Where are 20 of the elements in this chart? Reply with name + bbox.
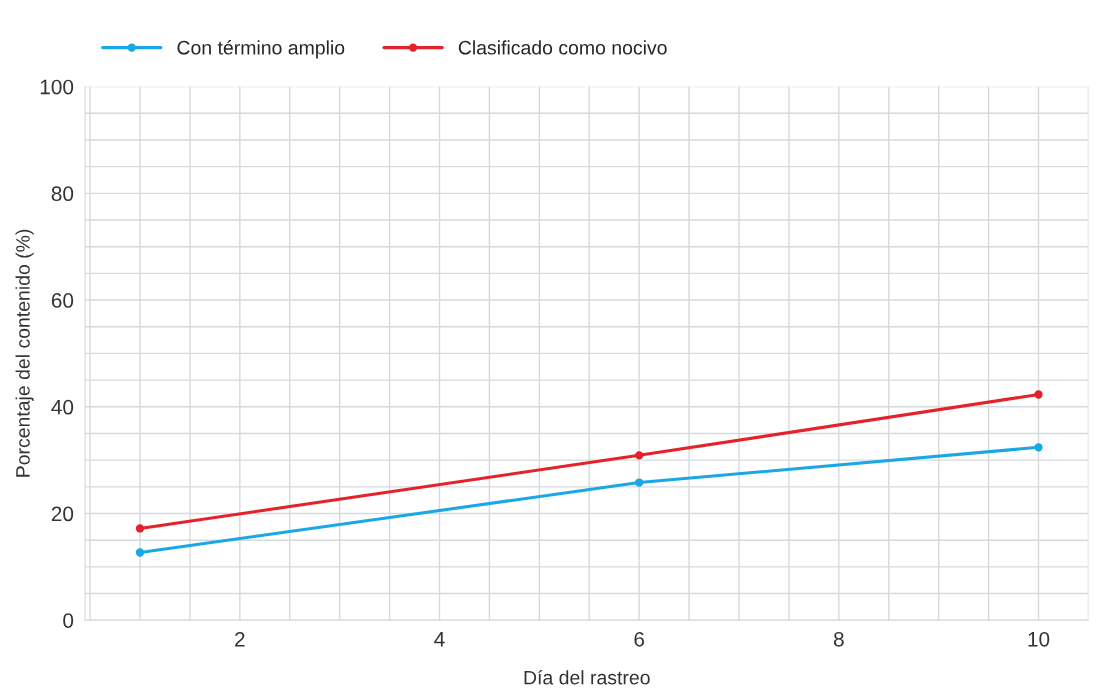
legend-label: Con término amplio [177,40,345,59]
x-tick-label: 6 [634,631,645,647]
x-axis-title: Día del rastreo [524,669,650,685]
point [635,451,644,460]
y-tick-label: 20 [51,506,74,522]
point [135,548,145,557]
x-tick-label: 2 [235,631,245,647]
y-tick-label: 60 [51,293,74,308]
x-tick-label: 10 [1028,631,1050,647]
point [135,524,145,533]
y-axis-title: Porcentaje del contenido (%) [15,229,34,477]
x-tick-label: 4 [434,632,445,647]
y-tick-label: 0 [63,613,74,628]
point [1034,443,1043,452]
y-tick-label: 40 [51,399,74,415]
legend-label: Clasificado como nocivo [458,40,667,55]
y-tick-label: 100 [40,79,74,95]
x-tick-label: 8 [833,631,844,647]
point [635,478,644,487]
y-tick-label: 80 [51,186,74,202]
